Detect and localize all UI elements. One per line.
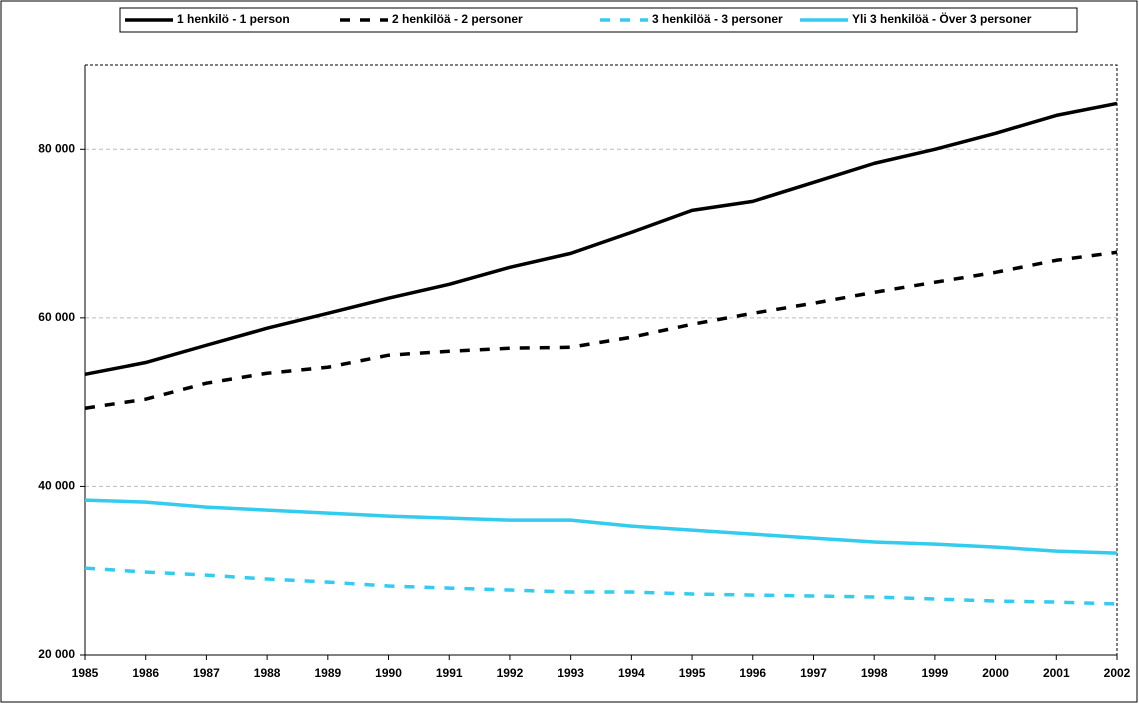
legend-label: 1 henkilö - 1 person	[177, 12, 290, 26]
x-tick-label: 1998	[861, 666, 888, 680]
x-tick-label: 1993	[557, 666, 584, 680]
x-tick-label: 1995	[679, 666, 706, 680]
x-tick-label: 1989	[314, 666, 341, 680]
x-tick-label: 1988	[254, 666, 281, 680]
series-line	[84, 498, 1118, 555]
x-tick-label: 1991	[436, 666, 463, 680]
series-line	[84, 566, 1118, 606]
legend-label: 2 henkilöä - 2 personer	[392, 12, 523, 26]
legend-label: 3 henkilöä - 3 personer	[652, 12, 783, 26]
y-tick-label: 80 000	[38, 141, 75, 155]
y-tick-label: 20 000	[38, 647, 75, 661]
x-tick-label: 1997	[800, 666, 827, 680]
legend-box	[119, 7, 1078, 33]
x-tick-label: 2000	[982, 666, 1009, 680]
y-tick-label: 40 000	[38, 479, 75, 493]
x-tick-label: 1985	[72, 666, 99, 680]
series-line	[84, 101, 1118, 377]
legend-label: Yli 3 henkilöä - Över 3 personer	[852, 11, 1032, 26]
x-tick-label: 1992	[497, 666, 524, 680]
x-tick-label: 1987	[193, 666, 220, 680]
y-tick-label: 60 000	[38, 310, 75, 324]
x-tick-label: 1990	[375, 666, 402, 680]
x-tick-label: 2001	[1043, 666, 1070, 680]
x-tick-label: 1994	[618, 666, 645, 680]
x-tick-label: 2002	[1104, 666, 1131, 680]
series-line	[84, 250, 1118, 410]
x-tick-label: 1996	[739, 666, 766, 680]
x-tick-label: 1986	[132, 666, 159, 680]
x-tick-label: 1999	[922, 666, 949, 680]
